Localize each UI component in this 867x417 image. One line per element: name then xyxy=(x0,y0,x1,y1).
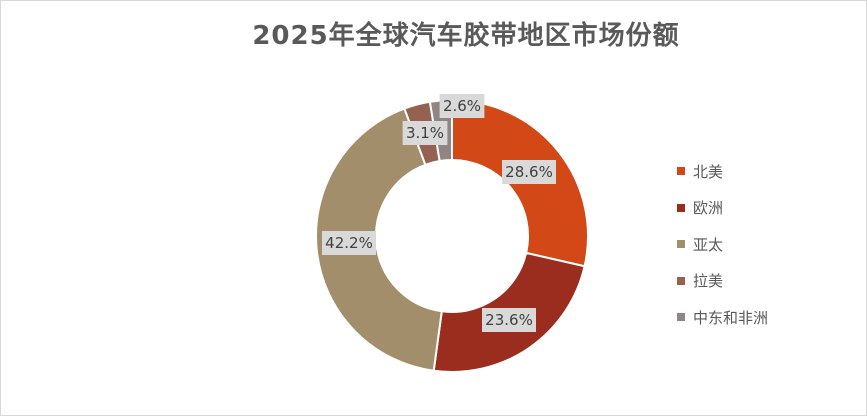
legend-item-3: 亚太 xyxy=(677,226,768,263)
data-label-text-2: 23.6% xyxy=(485,311,533,329)
legend-label-1: 北美 xyxy=(693,162,724,181)
legend-swatch-3 xyxy=(677,240,685,249)
legend-label-2: 欧洲 xyxy=(693,199,724,218)
data-label-box-2 xyxy=(482,308,536,332)
data-label-text-3: 42.2% xyxy=(325,234,373,252)
legend-item-5: 中东和非洲 xyxy=(677,299,768,336)
data-label-box-4 xyxy=(402,121,448,145)
data-label-box-1 xyxy=(502,160,556,184)
data-label-box-3 xyxy=(322,231,376,255)
legend-item-4: 拉美 xyxy=(677,263,768,300)
legend-label-4: 拉美 xyxy=(693,272,724,291)
data-label-4: 3.1% xyxy=(402,121,448,145)
legend-label-5: 中东和非洲 xyxy=(693,308,769,327)
legend-item-2: 欧洲 xyxy=(677,190,768,227)
chart-legend: 北美欧洲亚太拉美中东和非洲 xyxy=(677,153,768,336)
legend-item-1: 北美 xyxy=(677,153,768,190)
legend-swatch-4 xyxy=(677,276,685,285)
legend-swatch-5 xyxy=(677,313,685,322)
legend-swatch-1 xyxy=(677,167,685,176)
data-label-text-5: 2.6% xyxy=(443,97,481,115)
data-label-text-4: 3.1% xyxy=(406,124,444,142)
data-label-3: 42.2% xyxy=(322,231,376,255)
data-label-2: 23.6% xyxy=(482,308,536,332)
chart-title: 2025年全球汽车胶带地区市场份额 xyxy=(252,21,680,51)
data-label-box-5 xyxy=(439,94,485,118)
data-label-1: 28.6% xyxy=(502,160,556,184)
legend-label-3: 亚太 xyxy=(693,235,724,254)
slice-3 xyxy=(315,107,443,372)
legend-swatch-2 xyxy=(677,203,685,212)
data-label-5: 2.6% xyxy=(439,94,485,118)
data-label-text-1: 28.6% xyxy=(505,163,553,181)
